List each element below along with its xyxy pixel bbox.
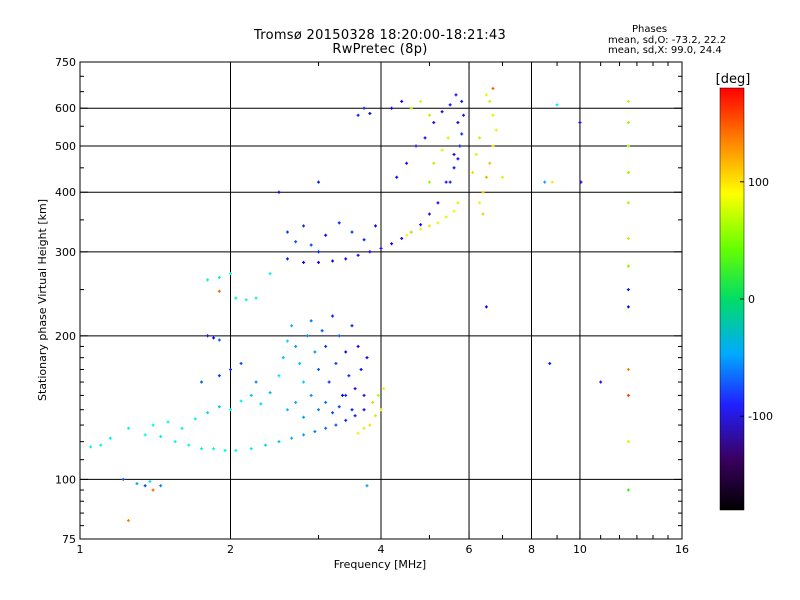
x-axis-label: Frequency [MHz]: [334, 558, 426, 571]
y-tick-label: 600: [55, 102, 76, 115]
y-tick-label: 400: [55, 186, 76, 199]
y-tick-label: 75: [62, 533, 76, 546]
y-axis-label: Stationary phase Virtual Height [km]: [36, 199, 49, 401]
x-tick-label: 4: [378, 543, 385, 556]
y-tick-label: 200: [55, 330, 76, 343]
chart-title: Tromsø 20150328 18:20:00-18:21:43: [253, 28, 507, 43]
x-tick-label: 8: [528, 543, 535, 556]
x-tick-label: 10: [573, 543, 587, 556]
stats-header: Phases: [632, 24, 668, 35]
axis-ticks: 1 2 4 6 8 10 16 75 100 200 300 400 500 600 750: [55, 56, 689, 556]
x-tick-label: 1: [77, 543, 84, 556]
x-tick-label: 16: [675, 543, 689, 556]
chart-subtitle: RwPretec (8p): [332, 42, 428, 57]
y-tick-label: 300: [55, 246, 76, 259]
stats-line-x: mean, sd,X: 99.0, 24.4: [608, 45, 722, 56]
stats-line-o: mean, sd,O: -73.2, 22.2: [608, 35, 727, 46]
y-tick-label: 500: [55, 140, 76, 153]
y-tick-label: 750: [55, 56, 76, 69]
colorbar-tick-label: 100: [748, 176, 769, 189]
y-tick-label: 100: [55, 473, 76, 486]
x-tick-label: 2: [227, 543, 234, 556]
colorbar-label: [deg]: [716, 72, 751, 87]
grid-lines: [80, 62, 682, 539]
colorbar-tick-label: -100: [748, 410, 773, 423]
colorbar-ticks: 100 0 -100: [740, 176, 773, 423]
colorbar-tick-label: 0: [748, 293, 755, 306]
scatter-points: [89, 86, 630, 523]
x-tick-label: 6: [466, 543, 473, 556]
